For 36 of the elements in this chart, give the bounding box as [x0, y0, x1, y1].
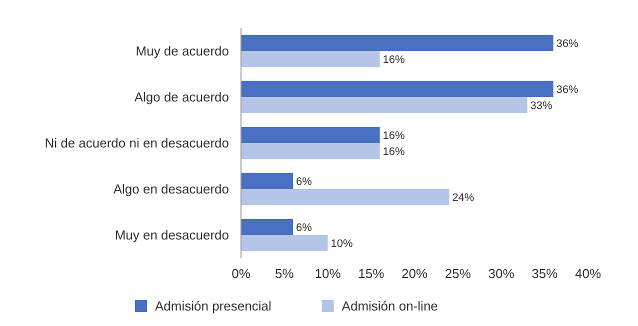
- legend-label: Admisión presencial: [155, 298, 272, 314]
- x-tick-label: 35%: [532, 266, 558, 281]
- bar: [241, 126, 380, 143]
- y-tick-label: Muy en desacuerdo: [114, 228, 229, 243]
- x-tick-label: 10%: [314, 266, 342, 281]
- data-label: 33%: [530, 100, 553, 112]
- data-label: 36%: [556, 38, 579, 50]
- bar: [241, 80, 554, 97]
- x-tick-label: 0%: [232, 266, 251, 281]
- bar: [241, 51, 380, 68]
- data-label: 24%: [452, 192, 474, 204]
- bar: [241, 172, 294, 189]
- bar: [241, 235, 328, 252]
- bar: [241, 143, 380, 160]
- x-tick-label: 20%: [401, 266, 428, 281]
- y-tick-label: Algo de acuerdo: [134, 90, 229, 105]
- bar: [241, 97, 528, 114]
- x-tick-label: 40%: [574, 266, 602, 281]
- x-tick-label: 30%: [488, 266, 515, 281]
- x-tick-label: 25%: [444, 266, 472, 281]
- bar: [241, 34, 554, 51]
- data-label: 6%: [296, 222, 312, 234]
- x-tick-label: 15%: [358, 266, 385, 281]
- y-tick-label: Muy de acuerdo: [136, 44, 229, 59]
- data-label: 16%: [382, 54, 406, 66]
- bar: [241, 218, 294, 235]
- data-label: 36%: [556, 84, 579, 96]
- data-label: 10%: [330, 238, 353, 250]
- y-tick-label: Algo en desacuerdo: [113, 182, 229, 197]
- data-label: 6%: [296, 176, 312, 188]
- x-tick-label: 5%: [274, 266, 294, 281]
- data-label: 16%: [382, 146, 406, 158]
- y-tick-label: Ni de acuerdo ni en desacuerdo: [44, 136, 229, 151]
- legend-label: Admisión on-line: [342, 298, 438, 314]
- data-label: 16%: [382, 130, 406, 142]
- bar: [241, 189, 450, 206]
